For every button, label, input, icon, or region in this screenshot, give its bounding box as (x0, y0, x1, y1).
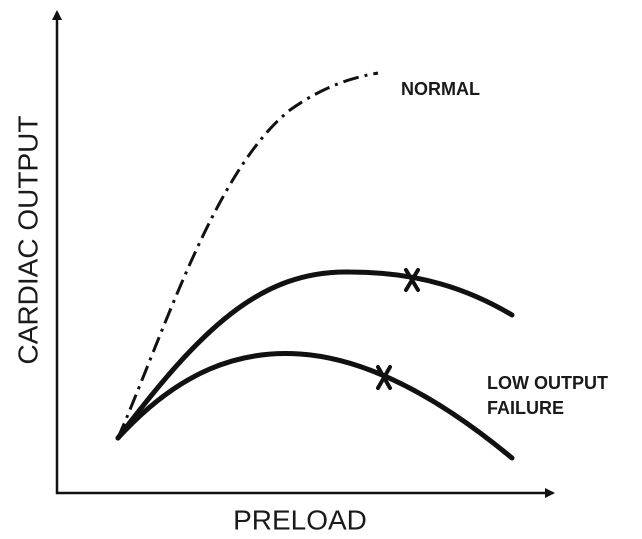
failure-curve-upper (115, 269, 515, 441)
limit-mark-upper (404, 268, 420, 292)
x-axis-title: PRELOAD (233, 504, 367, 535)
y-axis-title: CARDIAC OUTPUT (12, 116, 43, 365)
curve-label: LOW OUTPUT (487, 373, 608, 393)
curve-label: FAILURE (487, 398, 564, 418)
limit-mark-lower (376, 365, 392, 390)
normal-curve (116, 71, 379, 439)
failure-curve-lower (115, 351, 515, 461)
curve-label: NORMAL (401, 79, 480, 99)
